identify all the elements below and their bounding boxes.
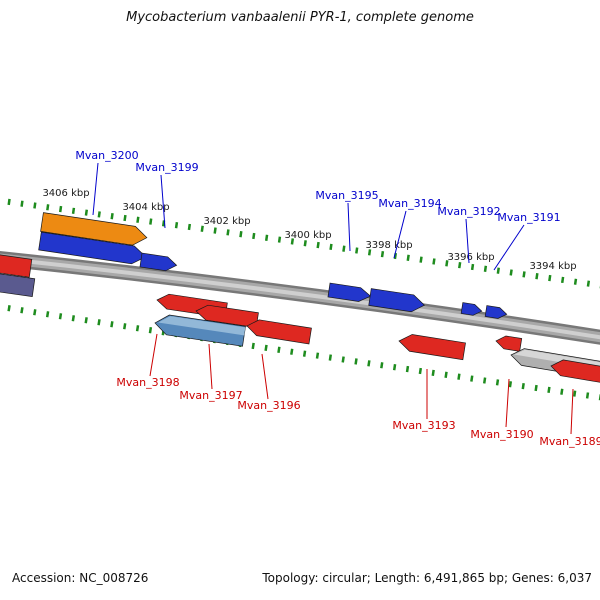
ruler-label: 3394 kbp	[529, 261, 576, 272]
gene-label[interactable]: Mvan_3189	[539, 435, 600, 448]
backbone-track	[0, 250, 600, 345]
gene-arrow-shape	[398, 334, 466, 361]
leader-line	[465, 218, 470, 264]
gene-arrow-mvan-3190[interactable]	[495, 335, 523, 352]
ruler-label: 3404 kbp	[122, 202, 169, 213]
gene-arrow-mvan-3193[interactable]	[398, 333, 466, 361]
leader-line	[393, 210, 407, 259]
gene-label[interactable]: Mvan_3199	[135, 161, 198, 174]
gene-callout-mvan-3193: Mvan_3193	[392, 369, 456, 432]
leader-line	[261, 353, 269, 400]
leader-line	[505, 378, 510, 428]
gene-callout-mvan-3189: Mvan_3189	[539, 388, 600, 448]
gene-callout-mvan-3200: Mvan_3200	[75, 149, 139, 216]
gene-label[interactable]: Mvan_3194	[378, 197, 441, 210]
gene-arrow-highlight	[158, 316, 246, 336]
gene-callout-mvan-3197: Mvan_3197	[179, 343, 243, 402]
gene-arrow-shape	[38, 231, 147, 265]
gene-arrow-unlabeled-reverse-2[interactable]	[0, 272, 36, 297]
gene-callout-mvan-3192: Mvan_3192	[437, 205, 501, 264]
gene-arrow-shape	[484, 305, 508, 319]
accession-text: Accession: NC_008726	[12, 571, 148, 585]
gene-arrow-mvan-3197[interactable]	[154, 313, 246, 347]
ruler-label: 3396 kbp	[447, 252, 494, 263]
backbone-shine	[0, 256, 600, 340]
gene-label[interactable]: Mvan_3195	[315, 189, 378, 202]
gene-callout-mvan-3198: Mvan_3198	[116, 333, 180, 389]
gene-label[interactable]: Mvan_3192	[437, 205, 500, 218]
gene-arrow-unlabeled-forward-1[interactable]	[38, 231, 147, 266]
ruler-label: 3406 kbp	[42, 188, 89, 199]
gene-label[interactable]: Mvan_3197	[179, 389, 242, 402]
ruler-label: 3398 kbp	[365, 240, 412, 251]
reverse-strand-genes	[0, 253, 600, 384]
leader-line	[92, 162, 99, 216]
ruler-label: 3400 kbp	[284, 230, 331, 241]
gene-label[interactable]: Mvan_3193	[392, 419, 455, 432]
gene-arrow-mvan-3191[interactable]	[484, 305, 508, 320]
gene-label[interactable]: Mvan_3200	[75, 149, 138, 162]
gene-callout-mvan-3196: Mvan_3196	[237, 353, 301, 412]
gene-arrow-mvan-3196[interactable]	[246, 318, 312, 345]
gene-labels-reverse: Mvan_3198 Mvan_3197 Mvan_3196 Mvan_3193 …	[116, 333, 600, 448]
gene-arrow-unlabeled-reverse-1[interactable]	[0, 253, 33, 278]
gene-arrow-shape	[40, 212, 148, 246]
gene-arrow-shape	[460, 302, 483, 316]
ruler: 3406 kbp 3404 kbp 3402 kbp 3400 kbp 3398…	[0, 188, 600, 401]
gene-arrow-mvan-3199[interactable]	[139, 252, 178, 272]
ruler-label: 3402 kbp	[203, 216, 250, 227]
gene-label[interactable]: Mvan_3191	[497, 211, 560, 224]
gene-arrow-shape	[0, 273, 36, 297]
leader-line	[570, 388, 574, 435]
leader-line	[493, 224, 525, 271]
gene-arrow-shape	[139, 252, 178, 272]
gene-arrow-shape	[368, 288, 425, 313]
gene-arrow-shape	[327, 282, 372, 302]
gene-label[interactable]: Mvan_3198	[116, 376, 179, 389]
gene-arrow-shape	[246, 319, 312, 345]
gene-label[interactable]: Mvan_3190	[470, 428, 533, 441]
gene-labels-forward: Mvan_3200 Mvan_3199 Mvan_3195 Mvan_3194 …	[75, 149, 561, 271]
gene-arrow-shape	[0, 254, 33, 278]
gene-arrow-shape	[550, 359, 600, 384]
gene-arrow-mvan-3192[interactable]	[460, 302, 483, 317]
leader-line	[149, 333, 158, 377]
genome-summary-text: Topology: circular; Length: 6,491,865 bp…	[261, 571, 592, 585]
forward-strand-genes	[38, 212, 508, 320]
leader-line	[160, 174, 166, 229]
gene-arrow-shape	[495, 335, 523, 352]
gene-callout-mvan-3195: Mvan_3195	[315, 189, 379, 252]
gene-callout-mvan-3194: Mvan_3194	[378, 197, 442, 259]
leader-line	[347, 202, 351, 252]
gene-callout-mvan-3190: Mvan_3190	[470, 378, 534, 441]
status-bar: Accession: NC_008726 Topology: circular;…	[12, 571, 592, 585]
leader-line	[208, 343, 213, 390]
gene-arrow-mvan-3195[interactable]	[327, 282, 372, 303]
gene-arrow-mvan-3194[interactable]	[368, 288, 426, 314]
gene-arrow-mvan-3189[interactable]	[550, 358, 600, 384]
gene-callout-mvan-3191: Mvan_3191	[493, 211, 561, 271]
page-title: Mycobacterium vanbaalenii PYR-1, complet…	[126, 10, 474, 25]
gene-callout-mvan-3199: Mvan_3199	[135, 161, 199, 229]
gene-label[interactable]: Mvan_3196	[237, 399, 300, 412]
gene-arrow-mvan-3200[interactable]	[40, 212, 149, 247]
